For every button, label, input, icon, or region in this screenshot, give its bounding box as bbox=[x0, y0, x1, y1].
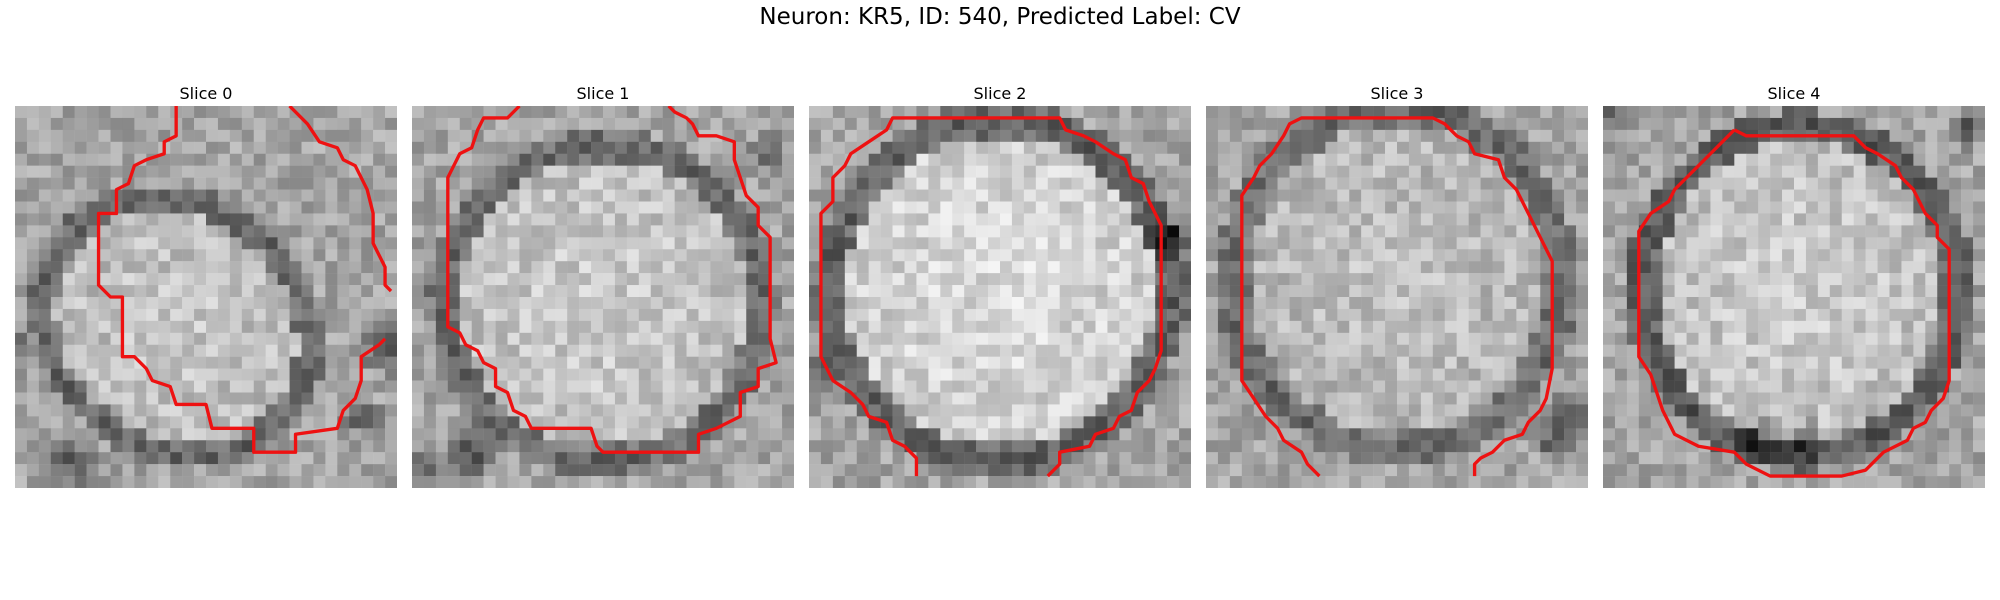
slice-panel: Slice 2 bbox=[809, 84, 1191, 488]
slice-panel: Slice 0 bbox=[15, 84, 397, 488]
slice-panel: Slice 4 bbox=[1603, 84, 1985, 488]
pixel-grid bbox=[1603, 106, 1985, 488]
slice-image bbox=[15, 106, 397, 488]
segmentation-contour bbox=[96, 106, 387, 454]
slice-image bbox=[1206, 106, 1588, 488]
pixel-grid bbox=[15, 106, 397, 488]
pixel-grid bbox=[1206, 106, 1588, 488]
pixel-grid bbox=[809, 106, 1191, 488]
slice-panel: Slice 1 bbox=[412, 84, 794, 488]
figure-title: Neuron: KR5, ID: 540, Predicted Label: C… bbox=[759, 4, 1241, 30]
segmentation-contour bbox=[819, 116, 1163, 478]
segmentation-contour bbox=[288, 106, 393, 293]
slice-image bbox=[412, 106, 794, 488]
slice-panel: Slice 3 bbox=[1206, 84, 1588, 488]
slice-title: Slice 0 bbox=[179, 84, 233, 103]
slice-title: Slice 1 bbox=[576, 84, 630, 103]
slice-title: Slice 4 bbox=[1767, 84, 1821, 103]
slice-image bbox=[809, 106, 1191, 488]
segmentation-contour bbox=[446, 106, 778, 454]
slice-title: Slice 2 bbox=[973, 84, 1027, 103]
slice-title: Slice 3 bbox=[1370, 84, 1424, 103]
segmentation-contour bbox=[1240, 116, 1554, 478]
segmentation-contour bbox=[1637, 128, 1951, 478]
slice-image bbox=[1603, 106, 1985, 488]
